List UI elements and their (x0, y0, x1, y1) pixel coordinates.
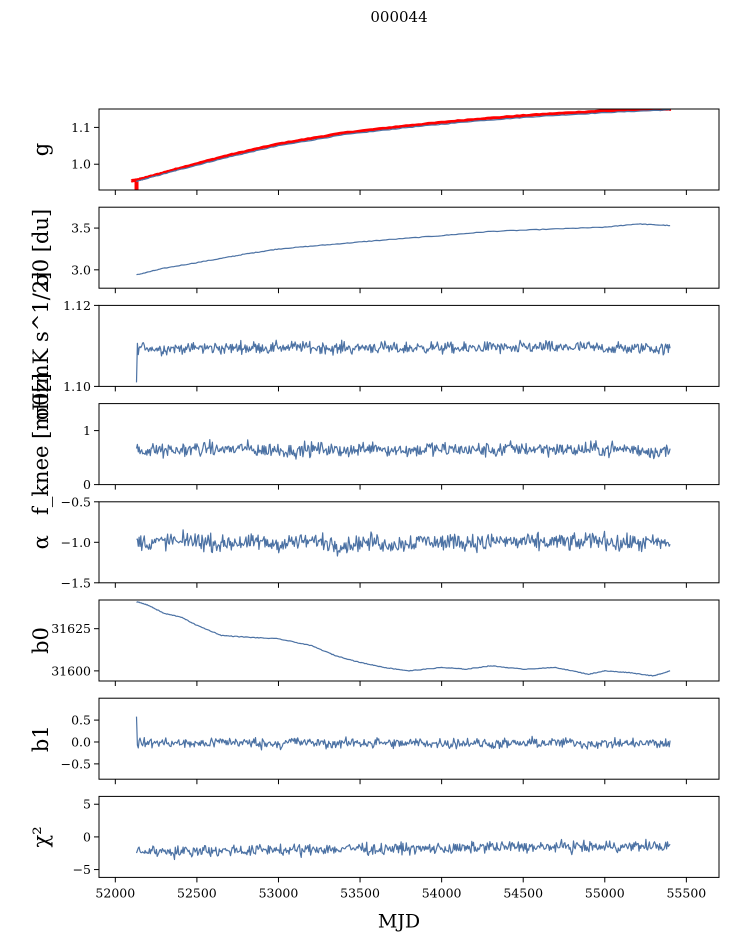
chi2-ytick-label: 5 (83, 797, 91, 812)
subplot-chi2: −5 0 5 52000 52500 53000 53500 54000 54500 55000 5… (29, 795, 720, 932)
sigma0_mk-series-data (135, 339, 671, 383)
b1-ylabel: b1 (29, 725, 53, 752)
b0-ytick-label: 31625 (51, 621, 91, 636)
b1-ytick-label: 0.5 (71, 713, 91, 728)
chi2-ylabel: χ² (29, 826, 53, 847)
g-series-model (130, 109, 671, 183)
g-axes-frame (98, 108, 720, 191)
b1-axes-frame (98, 697, 720, 780)
subplot-b1: −0.5 0.0 0.5 b1 (29, 697, 720, 785)
alpha-ytick-label: −0.5 (61, 494, 91, 509)
chi2-series-data (135, 838, 671, 861)
figure-title: 000044 (370, 8, 427, 26)
chi2-ytick-label: −5 (73, 862, 91, 877)
alpha-series-data (136, 529, 671, 557)
alpha-ylabel: α (29, 535, 53, 549)
chi2-xtick-label: 52500 (177, 885, 217, 900)
sigma0_du-series-data (136, 223, 671, 276)
chi2-axes-frame (98, 795, 720, 878)
sigma0_mk-axes-frame (98, 304, 720, 387)
sigma0_du-axes-frame (98, 206, 720, 289)
chi2-xtick-label: 53000 (259, 885, 299, 900)
chi2-xtick-label: 54500 (503, 885, 543, 900)
g-ylabel: g (29, 143, 53, 156)
subplot-fknee: 0 1 f_knee [mHz] (29, 373, 720, 515)
fknee-ytick-label: 0 (83, 477, 91, 492)
sigma0_du-ytick-label: 3.5 (71, 221, 91, 236)
fknee-ytick-label: 1 (83, 423, 91, 438)
b0-ytick-label: 31600 (51, 663, 91, 678)
chi2-xtick-label: 52000 (95, 885, 135, 900)
b1-series-data (135, 716, 671, 751)
b0-axes-frame (98, 599, 720, 682)
b1-ytick-label: −0.5 (61, 756, 91, 771)
chi2-xtick-label: 55000 (585, 885, 625, 900)
b1-ytick-label: 0.0 (71, 734, 91, 749)
g-ytick-label: 1.1 (71, 120, 91, 135)
sigma0_du-ytick-label: 3.0 (71, 262, 91, 277)
fknee-ylabel: f_knee [mHz] (29, 373, 53, 515)
subplot-stack: 1.0 1.1 g 3.0 3.5 σ0 [du] 1.10 1.12 σ0[mK s^1/2]… (29, 108, 720, 932)
subplot-alpha: −1.5 −1.0 −0.5 α (29, 494, 720, 590)
sigma0_mk-ytick-label: 1.12 (63, 298, 91, 313)
subplot-sigma0_du: 3.0 3.5 σ0 [du] (29, 206, 720, 294)
sigma0_mk-ytick-label: 1.10 (63, 379, 91, 394)
fknee-series-data (135, 439, 671, 460)
chi2-xtick-label: 54000 (422, 885, 462, 900)
g-ytick-label: 1.0 (71, 157, 91, 172)
subplot-sigma0_mk: 1.10 1.12 σ0[mK s^1/2] (29, 272, 720, 421)
sigma0_mk-ylabel: σ0[mK s^1/2] (29, 272, 53, 421)
b0-ylabel: b0 (29, 627, 53, 654)
chi2-ytick-label: 0 (83, 829, 91, 844)
alpha-ytick-label: −1.5 (61, 575, 91, 590)
g-series-data (136, 109, 671, 183)
fknee-axes-frame (98, 403, 720, 486)
chi2-xtick-label: 53500 (340, 885, 380, 900)
b0-series-data (136, 601, 671, 677)
x-axis-label: MJD (378, 910, 420, 932)
subplot-g: 1.0 1.1 g (29, 108, 720, 195)
sigma0_du-ylabel: σ0 [du] (29, 209, 53, 287)
alpha-ytick-label: −1.0 (61, 535, 91, 550)
chi2-xtick-label: 55500 (666, 885, 706, 900)
